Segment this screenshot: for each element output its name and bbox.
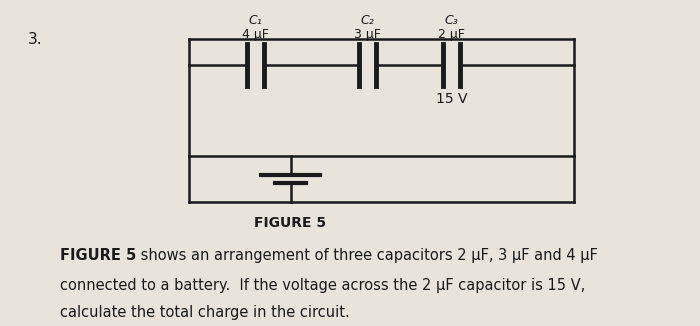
Text: C₂: C₂ <box>360 14 374 27</box>
Text: 15 V: 15 V <box>435 93 468 106</box>
Text: C₁: C₁ <box>248 14 262 27</box>
Text: 2 μF: 2 μF <box>438 28 465 41</box>
Text: calculate the total charge in the circuit.: calculate the total charge in the circui… <box>60 305 349 320</box>
Text: C₃: C₃ <box>444 14 458 27</box>
Text: 3.: 3. <box>28 32 43 47</box>
Text: connected to a battery.  If the voltage across the 2 μF capacitor is 15 V,: connected to a battery. If the voltage a… <box>60 278 584 293</box>
Text: FIGURE 5: FIGURE 5 <box>60 248 136 263</box>
Text: 3 μF: 3 μF <box>354 28 381 41</box>
Text: 4 μF: 4 μF <box>242 28 269 41</box>
Text: FIGURE 5: FIGURE 5 <box>254 216 327 230</box>
Text: shows an arrangement of three capacitors 2 μF, 3 μF and 4 μF: shows an arrangement of three capacitors… <box>136 248 598 263</box>
